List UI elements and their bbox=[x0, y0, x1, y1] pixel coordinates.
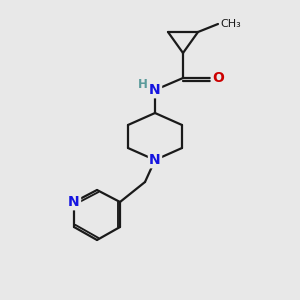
Text: N: N bbox=[68, 195, 80, 209]
Text: N: N bbox=[149, 153, 161, 167]
Text: H: H bbox=[138, 79, 148, 92]
Text: O: O bbox=[212, 71, 224, 85]
Text: N: N bbox=[149, 83, 161, 97]
Text: CH₃: CH₃ bbox=[220, 19, 241, 29]
